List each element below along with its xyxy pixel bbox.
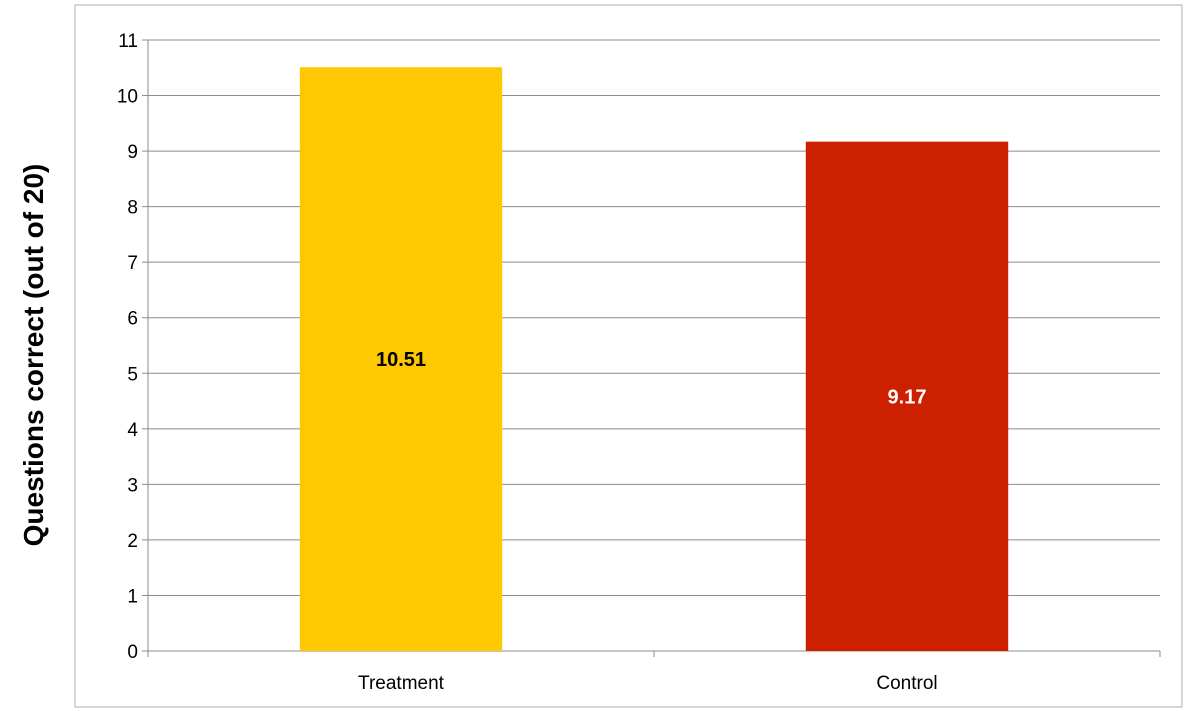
y-tick-label: 5 — [127, 364, 138, 385]
y-axis-title: Questions correct (out of 20) — [18, 164, 49, 547]
y-tick-label: 9 — [127, 142, 138, 163]
y-tick-label: 0 — [127, 642, 138, 663]
y-tick-label: 2 — [127, 531, 138, 552]
y-tick-label: 11 — [118, 31, 138, 52]
y-tick-label: 6 — [127, 309, 138, 330]
labels: 0 1 2 3 4 5 6 7 8 9 10 11 10.51 Treatment 9.17 Control — [117, 31, 938, 694]
plot-frame — [74, 4, 1183, 708]
y-tick-label: 10 — [117, 87, 138, 108]
bars — [299, 67, 1009, 651]
y-tick-label: 8 — [127, 198, 138, 219]
x-category-label: Treatment — [358, 673, 445, 694]
y-tick-label: 3 — [127, 475, 138, 496]
y-tick-label: 4 — [127, 420, 138, 441]
data-label: 9.17 — [888, 386, 927, 408]
bar-control — [805, 141, 1009, 651]
data-label: 10.51 — [376, 349, 426, 371]
bar-treatment — [299, 67, 503, 651]
y-tick-label: 7 — [127, 253, 138, 274]
x-category-label: Control — [876, 673, 937, 694]
y-tick-label: 1 — [127, 586, 138, 607]
